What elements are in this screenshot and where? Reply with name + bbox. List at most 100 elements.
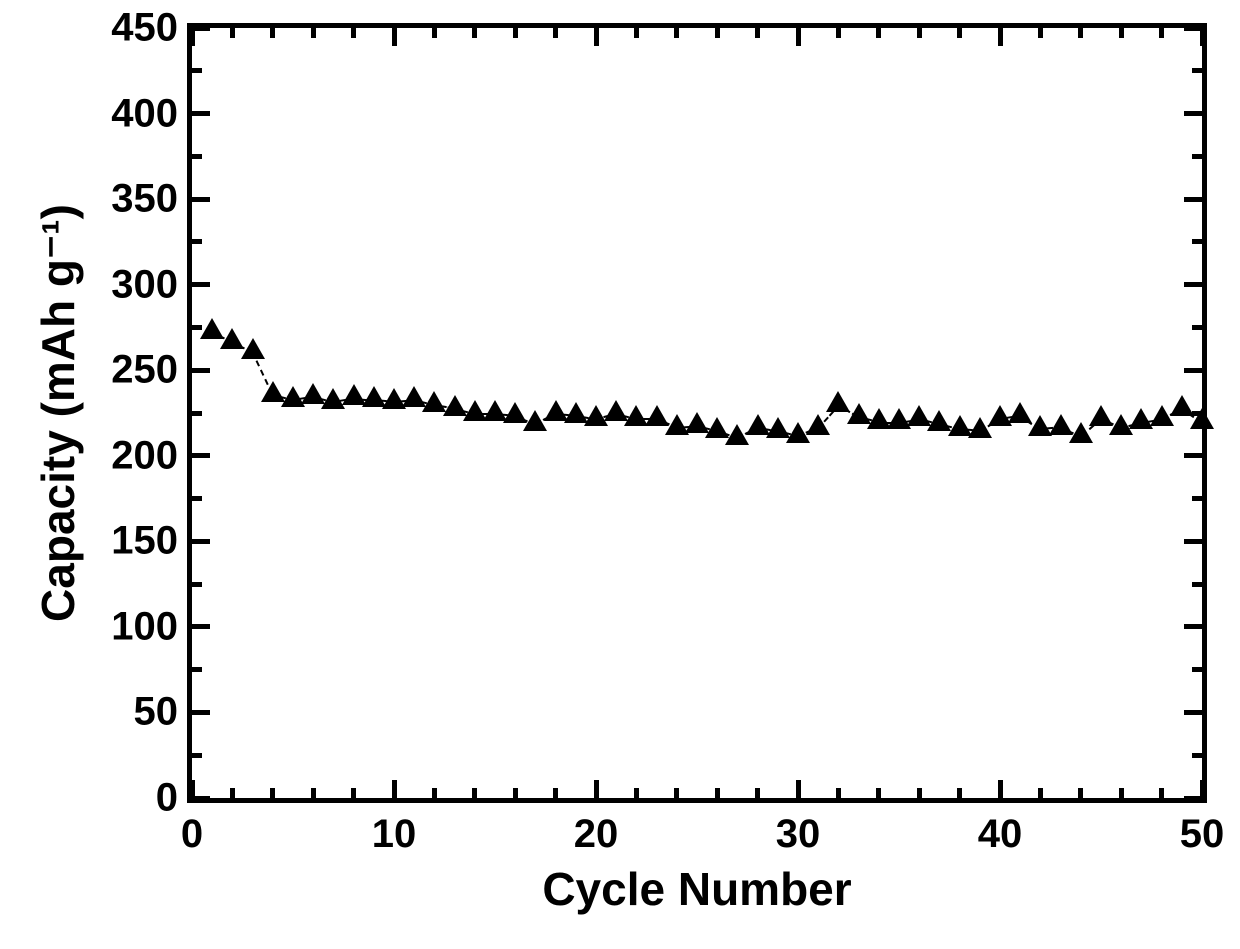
axis-tick	[192, 624, 210, 629]
axis-tick	[1119, 28, 1124, 38]
axis-tick	[513, 28, 518, 38]
axis-tick	[917, 28, 922, 38]
axis-tick	[192, 111, 210, 116]
y-tick-label: 150	[111, 519, 178, 564]
axis-tick	[1184, 453, 1202, 458]
axis-tick	[192, 453, 210, 458]
y-tick-label: 250	[111, 348, 178, 393]
axis-tick	[1159, 28, 1164, 38]
axis-tick	[230, 788, 235, 798]
axis-tick	[472, 788, 477, 798]
axis-tick	[876, 788, 881, 798]
y-tick-label: 0	[156, 776, 178, 821]
axis-tick	[392, 780, 397, 798]
axis-tick	[998, 780, 1003, 798]
axis-tick	[1192, 68, 1202, 73]
axis-tick	[796, 28, 801, 46]
axis-tick	[230, 28, 235, 38]
y-tick-label: 400	[111, 91, 178, 136]
axis-tick	[553, 28, 558, 38]
x-tick-label: 0	[181, 812, 203, 857]
x-tick-label: 40	[978, 812, 1023, 857]
axis-tick	[1184, 26, 1202, 31]
axis-tick	[192, 411, 202, 416]
axis-tick	[472, 28, 477, 38]
x-tick-label: 10	[372, 812, 417, 857]
axis-tick	[1192, 667, 1202, 672]
y-tick-label: 450	[111, 6, 178, 51]
axis-tick	[674, 28, 679, 38]
y-tick-label: 350	[111, 177, 178, 222]
axis-tick	[192, 282, 210, 287]
axis-tick	[594, 780, 599, 798]
axis-tick	[1184, 368, 1202, 373]
axis-tick	[1192, 753, 1202, 758]
axis-tick	[192, 710, 210, 715]
axis-tick	[917, 788, 922, 798]
axis-tick	[192, 26, 210, 31]
axis-tick	[392, 28, 397, 46]
axis-line	[187, 798, 1207, 803]
axis-tick	[755, 28, 760, 38]
axis-tick	[1038, 788, 1043, 798]
axis-tick	[192, 753, 202, 758]
axis-tick	[1038, 28, 1043, 38]
axis-tick	[715, 788, 720, 798]
axis-tick	[1192, 154, 1202, 159]
axis-tick	[1192, 496, 1202, 501]
axis-tick	[836, 28, 841, 38]
triangle-up-icon	[1190, 408, 1214, 429]
axis-tick	[755, 788, 760, 798]
axis-tick	[634, 788, 639, 798]
axis-tick	[192, 539, 210, 544]
axis-tick	[192, 197, 210, 202]
x-tick-label: 30	[776, 812, 821, 857]
axis-tick	[715, 28, 720, 38]
y-tick-label: 200	[111, 433, 178, 478]
x-tick-label: 20	[574, 812, 619, 857]
triangle-up-icon	[241, 338, 265, 359]
axis-tick	[1159, 788, 1164, 798]
axis-tick	[1184, 539, 1202, 544]
triangle-up-icon	[806, 414, 830, 435]
axis-tick	[876, 28, 881, 38]
x-tick-label: 50	[1180, 812, 1225, 857]
axis-tick	[1192, 325, 1202, 330]
axis-tick	[998, 28, 1003, 46]
axis-tick	[1184, 710, 1202, 715]
axis-tick	[192, 368, 210, 373]
axis-tick	[836, 788, 841, 798]
axis-tick	[1184, 197, 1202, 202]
axis-tick	[432, 788, 437, 798]
axis-tick	[1192, 582, 1202, 587]
axis-tick	[270, 788, 275, 798]
y-tick-label: 100	[111, 604, 178, 649]
axis-tick	[192, 496, 202, 501]
axis-tick	[1078, 788, 1083, 798]
axis-tick	[351, 28, 356, 38]
axis-line	[187, 23, 1207, 28]
axis-tick	[1119, 788, 1124, 798]
axis-tick	[674, 788, 679, 798]
axis-tick	[1078, 28, 1083, 38]
axis-tick	[311, 28, 316, 38]
axis-tick	[192, 68, 202, 73]
axis-tick	[1184, 796, 1202, 801]
axis-tick	[1200, 28, 1205, 46]
axis-tick	[1184, 111, 1202, 116]
x-axis-label: Cycle Number	[542, 862, 851, 916]
axis-tick	[270, 28, 275, 38]
axis-tick	[796, 780, 801, 798]
axis-tick	[192, 667, 202, 672]
axis-tick	[1184, 282, 1202, 287]
axis-tick	[957, 788, 962, 798]
axis-tick	[351, 788, 356, 798]
capacity-chart: 01020304050050100150200250300350400450 C…	[0, 0, 1240, 949]
axis-tick	[553, 788, 558, 798]
axis-tick	[957, 28, 962, 38]
axis-tick	[1184, 624, 1202, 629]
axis-tick	[192, 154, 202, 159]
y-tick-label: 50	[134, 690, 179, 735]
axis-tick	[192, 796, 210, 801]
y-axis-label: Capacity (mAh g⁻¹)	[31, 204, 85, 622]
